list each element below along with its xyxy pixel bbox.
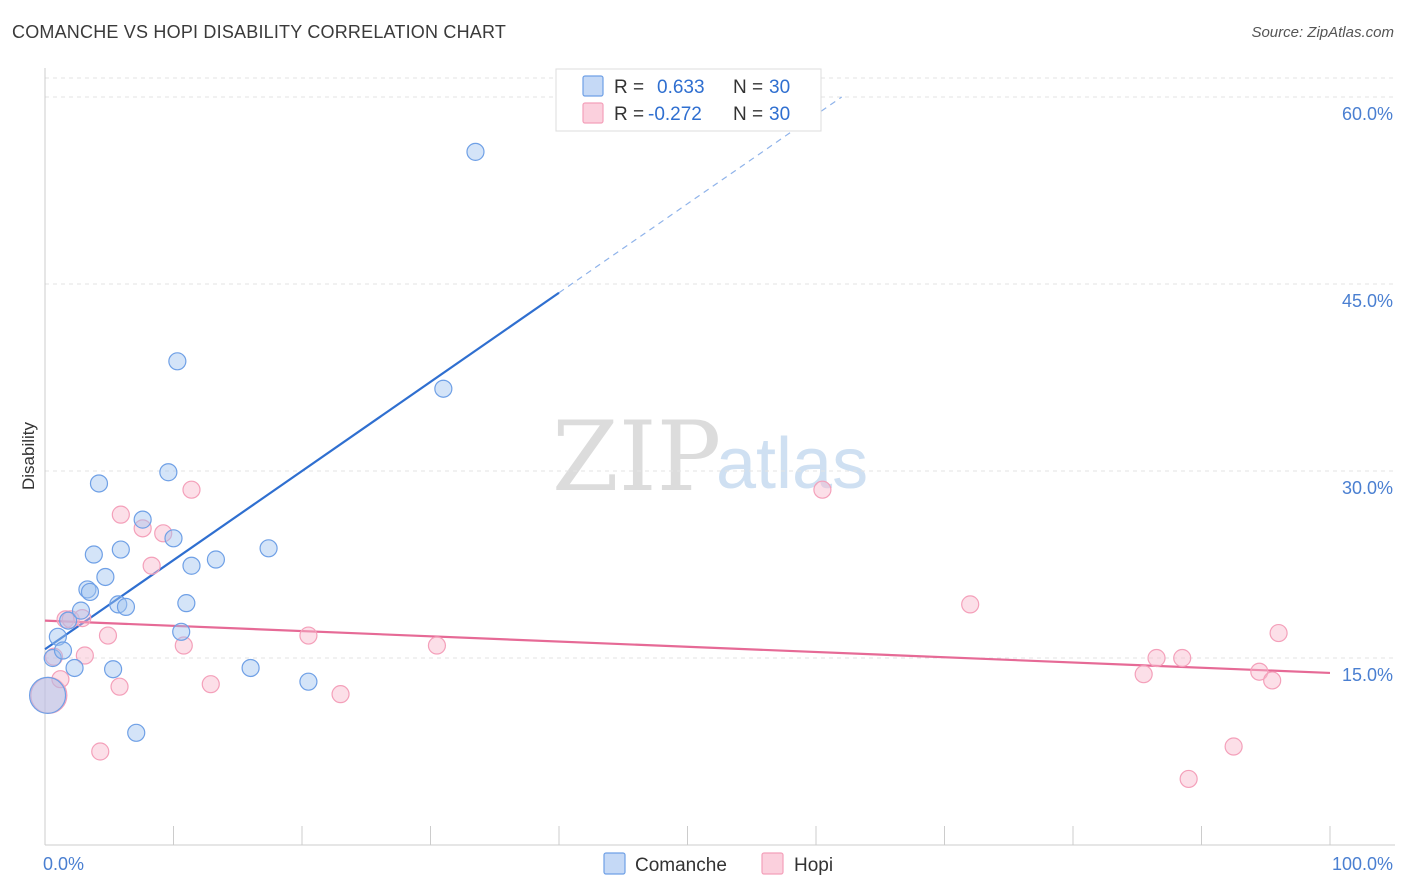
comanche-point [43,648,62,668]
hopi-point [142,556,161,575]
y-tick-label: 45.0% [1342,291,1393,311]
hopi-point [427,636,447,655]
legend-r-value-comanche: 0.633 [657,77,705,98]
trend-lines [44,96,1331,675]
comanche-point [78,580,97,599]
hopi-point [961,595,980,614]
comanche-point [84,545,103,564]
chart-title: COMANCHE VS HOPI DISABILITY CORRELATION … [12,22,507,42]
hopi-point [111,505,130,524]
hopi-point [44,647,64,666]
bottom-legend-swatch-hopi [761,852,784,875]
hopi-point [1173,648,1192,668]
watermark: ZIP atlas [552,401,868,513]
comanche-point [182,556,201,575]
comanche-point [177,594,196,613]
hopi-point [154,524,173,543]
hopi-point [1269,623,1288,643]
legend-swatch-hopi [582,102,604,124]
legend-n-value-hopi: 30 [769,104,790,125]
comanche-point [59,611,78,630]
comanche-point [466,142,485,161]
source-label: Source: ZipAtlas.com [1251,24,1394,41]
hopi-point [51,670,70,689]
hopi-point [110,677,129,696]
data-points [28,142,1288,789]
comanche-point [164,529,183,548]
hopi-point [331,685,350,704]
y-axis-label: Disability [19,421,38,490]
comanche-point [48,627,67,646]
hopi-point [201,675,220,694]
y-tick-label: 15.0% [1342,665,1393,685]
comanche-point [168,352,187,371]
legend-swatch-comanche [582,75,604,97]
hopi-point [91,742,110,761]
hopi-point [813,480,832,499]
hopi-point [1263,671,1282,690]
axes [44,68,1395,846]
comanche-point [65,658,84,678]
legend-n-label-hopi: N = [733,104,763,125]
x-tick-label: 100.0% [1332,854,1393,874]
comanche-point [434,379,453,398]
watermark-atlas: atlas [716,424,868,504]
comanche-trend-line [44,291,560,651]
comanche-point [159,463,178,482]
top-legend: R = 0.633 N = 30 R = -0.272 N = 30 [555,68,822,132]
tick-labels: 15.0% 30.0% 45.0% 60.0% 0.0% 100.0% [43,104,1393,874]
comanche-point [53,641,73,660]
hopi-point [75,646,94,665]
hopi-point [1147,648,1166,668]
y-tick-label: 30.0% [1342,478,1393,498]
hopi-point [1134,665,1153,684]
bottom-legend-swatch-comanche [603,852,626,875]
comanche-point [111,540,130,559]
legend-n-value-comanche: 30 [769,77,790,98]
comanche-point [206,550,226,569]
comanche-point [104,660,123,679]
bottom-legend-hopi: Hopi [794,855,833,876]
comanche-point [28,676,67,715]
legend-n-label-comanche: N = [733,77,763,98]
y-tick-label: 60.0% [1342,104,1393,124]
hopi-trend-line [44,619,1331,675]
hopi-point [182,480,201,499]
comanche-point [133,510,152,529]
comanche-point [71,601,91,620]
hopi-point [1224,737,1243,756]
comanche-point [172,622,191,641]
legend-r-label-hopi: R = [614,104,644,125]
hopi-point [1250,662,1269,681]
bottom-legend: Comanche Hopi [603,852,833,876]
hopi-point [174,636,193,655]
hopi-point [299,626,318,645]
comanche-point [96,567,115,587]
hopi-point [73,609,92,628]
comanche-point [89,474,109,493]
watermark-zip: ZIP [552,401,721,513]
hopi-point [98,626,118,645]
comanche-point [259,539,278,558]
bottom-legend-comanche: Comanche [635,855,727,876]
hopi-point [1179,769,1198,789]
comanche-point [127,723,146,742]
legend-r-label-comanche: R = [614,77,644,98]
comanche-point [116,597,136,616]
legend-r-value-hopi: -0.272 [648,104,702,125]
grid [45,77,1395,659]
comanche-point [299,672,318,691]
comanche-point [80,582,100,602]
x-tick-label: 0.0% [43,854,84,874]
comanche-point [241,658,260,678]
